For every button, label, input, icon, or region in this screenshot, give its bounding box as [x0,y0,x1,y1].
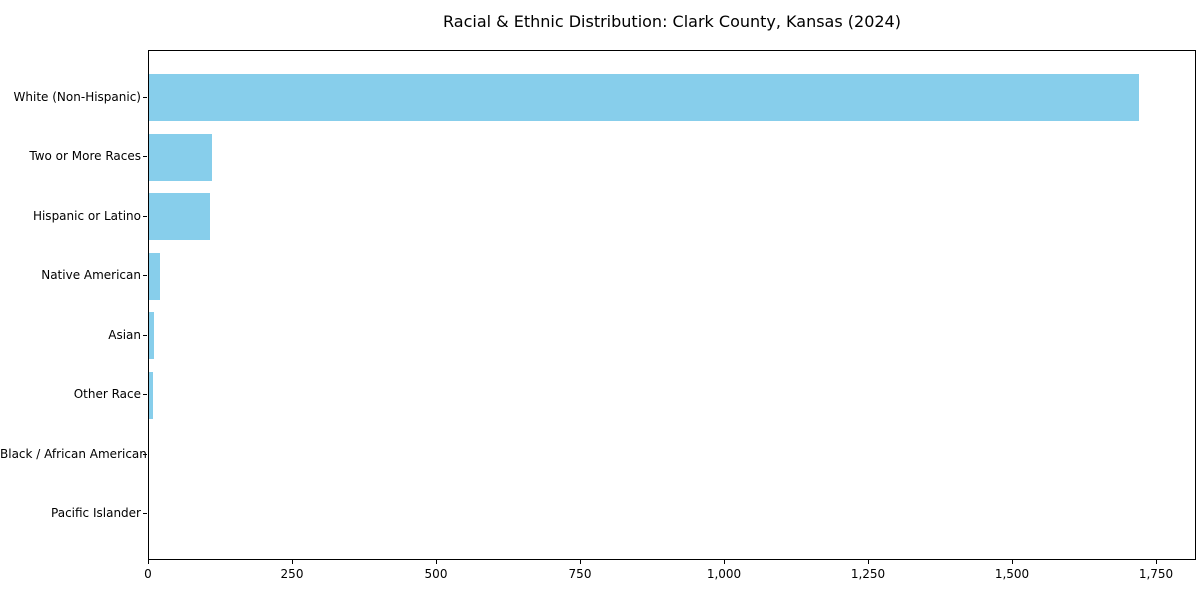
x-tick-label: 250 [280,567,304,581]
chart-title: Racial & Ethnic Distribution: Clark Coun… [443,12,901,31]
bar [149,193,210,241]
y-tick-label: Other Race [73,387,141,401]
x-tick-mark [724,560,725,564]
y-tick-mark [143,216,147,217]
y-tick-label: Pacific Islander [51,506,141,520]
y-tick-label: Hispanic or Latino [32,209,141,223]
x-tick-label: 1,250 [850,567,886,581]
x-tick-mark [580,560,581,564]
y-tick-label: Two or More Races [29,149,141,163]
x-tick-label: 0 [144,567,152,581]
y-tick-mark [143,97,147,98]
y-tick-mark [143,335,147,336]
x-tick-mark [868,560,869,564]
bar [149,312,154,360]
y-tick-label: Native American [41,268,141,282]
plot-area [148,50,1196,560]
x-tick-mark [1156,560,1157,564]
bar [149,371,153,419]
y-tick-mark [143,513,147,514]
x-tick-label: 500 [424,567,448,581]
bar [149,74,1139,122]
y-tick-mark [143,454,147,455]
y-tick-mark [143,275,147,276]
x-tick-label: 750 [568,567,592,581]
y-tick-mark [143,156,147,157]
bar [149,252,160,300]
x-tick-label: 1,750 [1138,567,1174,581]
x-tick-label: 1,000 [706,567,742,581]
x-tick-mark [436,560,437,564]
bar [149,133,212,181]
y-tick-label: Asian [108,328,141,342]
y-tick-label: White (Non-Hispanic) [13,90,141,104]
y-tick-mark [143,394,147,395]
x-tick-mark [1012,560,1013,564]
x-tick-label: 1,500 [994,567,1030,581]
y-tick-label: Black / African American [0,447,147,461]
x-tick-mark [292,560,293,564]
x-tick-mark [148,560,149,564]
